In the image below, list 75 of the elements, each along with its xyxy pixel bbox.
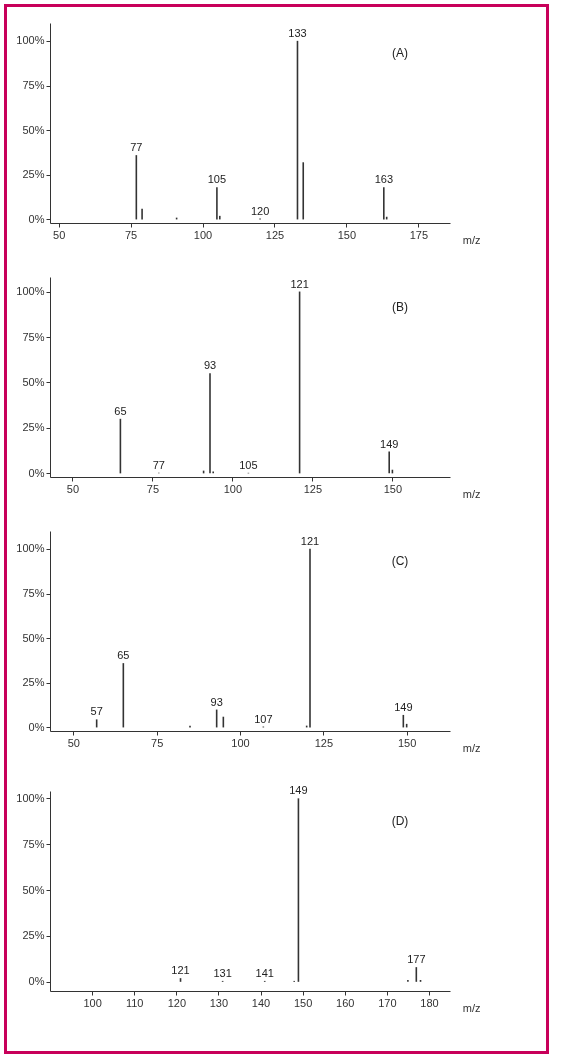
x-tick-label: 150 [293,996,313,1009]
x-tick-label: 125 [314,736,334,749]
annotation: (A) [392,46,408,60]
y-tick-label: 50% [22,375,45,388]
x-tick-label: 160 [336,996,355,1009]
y-tick-label: 0% [28,975,45,988]
annotation: 149 [289,784,308,797]
x-tick-label: 180 [420,996,439,1009]
y-tick-label: 100% [16,34,45,47]
x-tick-label: 50 [66,482,80,495]
annotation: 105 [207,173,227,186]
annotation: 133 [288,26,307,39]
x-tick-label: 130 [209,996,229,1009]
annotation: 93 [210,695,223,708]
annotation: (C) [391,554,409,568]
y-tick-label: 100% [16,285,45,298]
annotation: 149 [380,437,399,450]
annotation: 120 [250,204,270,217]
y-tick-label: 50% [22,123,45,136]
annotation: 93 [203,359,217,372]
annotation: 177 [407,953,426,966]
x-tick-label: 150 [337,228,357,241]
x-tick-label: 75 [151,736,164,749]
annotation: 77 [130,141,143,154]
annotation: 149 [394,700,413,713]
x-tick-label: 125 [303,482,323,495]
x-tick-label: 140 [251,996,271,1009]
x-axis-title: m/z [462,233,481,246]
x-axis-title: m/z [462,741,481,754]
y-tick-label: 75% [22,837,45,850]
x-tick-label: 75 [124,228,138,241]
x-tick-label: 120 [167,996,186,1009]
y-tick-label: 25% [22,421,45,434]
annotation: 121 [290,277,309,290]
x-tick-label: 125 [265,228,285,241]
x-tick-label: 170 [378,996,397,1009]
annotation: 107 [254,712,273,725]
y-tick-label: 0% [28,212,45,225]
annotation: 121 [300,534,320,547]
annotation: 131 [213,966,232,979]
annotation: 105 [239,458,258,471]
x-tick-label: 100 [83,996,102,1009]
annotation: 141 [255,966,274,979]
x-axis-title: m/z [462,1001,481,1014]
y-tick-label: 75% [22,79,45,91]
y-tick-label: 50% [22,883,45,896]
x-tick-label: 100 [193,228,213,241]
annotation: (D) [391,814,409,828]
x-tick-label: 100 [231,736,250,749]
annotation: (B) [392,300,408,314]
y-tick-label: 25% [22,929,45,942]
y-tick-label: 100% [16,542,45,555]
y-tick-label: 75% [22,587,45,599]
x-tick-label: 100 [223,482,243,495]
x-tick-label: 150 [397,736,417,749]
x-tick-label: 175 [409,228,429,241]
x-tick-label: 110 [125,996,144,1009]
x-tick-label: 150 [383,482,403,495]
annotation: 163 [374,173,393,186]
annotation: 65 [117,649,130,662]
annotation: 65 [114,404,127,417]
y-tick-label: 75% [22,330,45,343]
x-tick-label: 50 [53,228,66,241]
y-tick-label: 0% [28,466,45,479]
annotation: 57 [90,705,103,718]
x-tick-label: 50 [67,736,80,749]
y-tick-label: 0% [28,720,45,733]
annotation: 121 [171,964,190,977]
y-tick-label: 25% [22,168,45,181]
y-tick-label: 25% [22,676,45,689]
x-tick-label: 75 [146,482,160,495]
x-axis-title: m/z [462,487,481,500]
y-tick-label: 50% [22,631,45,644]
annotation: 77 [152,458,165,471]
y-tick-label: 100% [16,791,45,804]
